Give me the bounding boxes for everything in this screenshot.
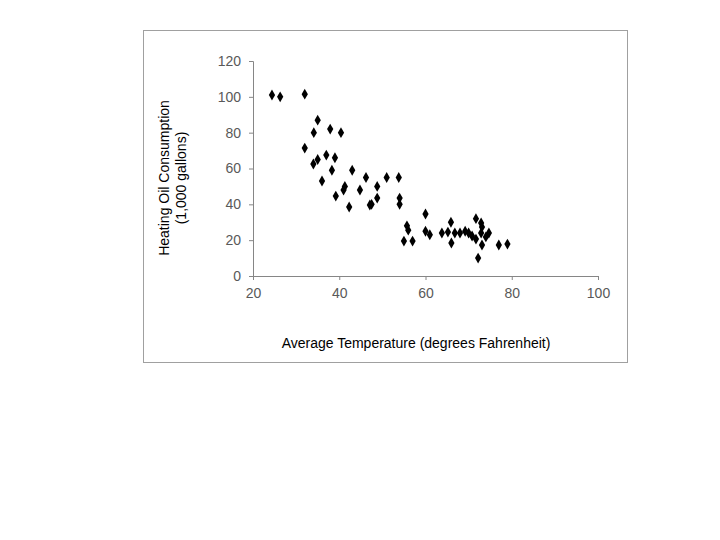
tick-mark bbox=[249, 169, 253, 170]
point bbox=[473, 234, 479, 245]
point bbox=[302, 143, 308, 154]
tick-label: 20 bbox=[246, 285, 262, 301]
tick: 40 bbox=[225, 196, 253, 212]
tick-label: 0 bbox=[233, 268, 241, 284]
point bbox=[338, 127, 344, 138]
tick-label: 120 bbox=[218, 53, 242, 69]
point bbox=[368, 199, 374, 210]
point bbox=[269, 90, 275, 101]
point bbox=[473, 213, 479, 224]
axis-line bbox=[249, 62, 254, 277]
tick-mark bbox=[249, 204, 253, 205]
point bbox=[475, 253, 481, 264]
point bbox=[319, 176, 325, 187]
y-axis-title: Heating Oil Consumption(1,000 gallons) bbox=[156, 100, 189, 256]
point bbox=[396, 199, 402, 210]
point bbox=[457, 228, 463, 239]
point bbox=[346, 202, 352, 213]
tick-mark bbox=[249, 133, 253, 134]
tick-mark bbox=[512, 276, 513, 280]
tick-label: 100 bbox=[587, 285, 611, 301]
point bbox=[486, 228, 492, 239]
tick: 120 bbox=[218, 53, 253, 69]
point bbox=[445, 227, 451, 238]
x-axis: 20 40 60 80 100 bbox=[246, 276, 611, 301]
points bbox=[269, 89, 511, 264]
point bbox=[277, 91, 283, 102]
tick-mark bbox=[426, 276, 427, 280]
point bbox=[396, 172, 402, 183]
tick: 100 bbox=[587, 276, 611, 301]
tick-label: 20 bbox=[225, 232, 241, 248]
point bbox=[496, 240, 502, 251]
point bbox=[374, 193, 380, 204]
point bbox=[357, 185, 363, 196]
y-axis-title-line: (1,000 gallons) bbox=[173, 132, 189, 225]
tick-mark bbox=[249, 276, 253, 277]
tick: 80 bbox=[225, 125, 253, 141]
point bbox=[315, 115, 321, 126]
tick-mark bbox=[249, 240, 253, 241]
y-axis: 0 20 40 60 80 100 120 bbox=[218, 53, 254, 284]
point bbox=[448, 217, 454, 228]
point bbox=[439, 228, 445, 239]
point bbox=[332, 152, 338, 163]
point bbox=[374, 181, 380, 192]
chart-frame bbox=[144, 31, 628, 363]
point bbox=[315, 154, 321, 165]
point bbox=[323, 150, 329, 161]
tick-label: 40 bbox=[332, 285, 348, 301]
point bbox=[448, 238, 454, 249]
chart: 20 40 60 80 100 0 20 40 60 80 100 120 Average Temper… bbox=[0, 0, 720, 540]
point bbox=[327, 124, 333, 135]
tick: 60 bbox=[418, 276, 434, 301]
point bbox=[479, 240, 485, 251]
tick-mark bbox=[249, 97, 253, 98]
x-axis-title: Average Temperature (degrees Fahrenheit) bbox=[282, 335, 551, 351]
point bbox=[302, 89, 308, 100]
tick-label: 60 bbox=[225, 160, 241, 176]
tick-label: 100 bbox=[218, 89, 242, 105]
y-axis-title-line: Heating Oil Consumption bbox=[156, 100, 172, 256]
tick-mark bbox=[598, 276, 599, 280]
tick-label: 40 bbox=[225, 196, 241, 212]
tick: 60 bbox=[225, 160, 253, 176]
tick: 100 bbox=[218, 89, 253, 105]
point bbox=[384, 172, 390, 183]
tick-mark bbox=[339, 276, 340, 280]
tick-label: 80 bbox=[225, 125, 241, 141]
tick-label: 60 bbox=[418, 285, 434, 301]
point bbox=[427, 229, 433, 240]
axis-line bbox=[254, 277, 599, 281]
point bbox=[340, 185, 346, 196]
point bbox=[422, 209, 428, 220]
point bbox=[329, 165, 335, 176]
tick-label: 80 bbox=[504, 285, 520, 301]
point bbox=[405, 225, 411, 236]
tick-mark bbox=[249, 61, 253, 62]
point bbox=[504, 239, 510, 250]
tick: 40 bbox=[332, 276, 348, 301]
point bbox=[333, 191, 339, 202]
point bbox=[409, 236, 415, 247]
point bbox=[349, 165, 355, 176]
tick: 20 bbox=[225, 232, 253, 248]
tick: 20 bbox=[246, 276, 262, 301]
point bbox=[363, 172, 369, 183]
tick: 0 bbox=[233, 268, 253, 284]
point bbox=[401, 236, 407, 247]
point bbox=[311, 127, 317, 138]
tick: 80 bbox=[504, 276, 520, 301]
